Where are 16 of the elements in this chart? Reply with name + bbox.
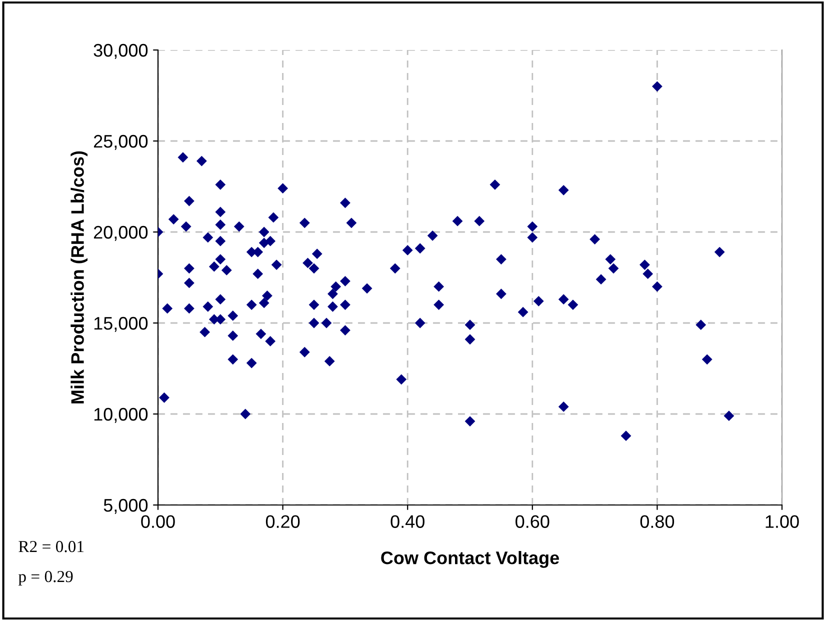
y-tick-label: 5,000	[104, 498, 148, 514]
y-tick-label: 30,000	[94, 44, 148, 59]
y-tick-label: 10,000	[94, 408, 148, 423]
x-tick-label: 1.00	[766, 515, 799, 528]
x-tick-label: 0.40	[390, 515, 424, 528]
y-axis-title: Milk Production (RHA Lb/cos)	[70, 151, 88, 404]
x-tick-label: 0.80	[640, 515, 674, 528]
y-tick-label: 25,000	[94, 134, 148, 150]
y-tick-label: 20,000	[94, 226, 148, 241]
y-tick-label: 15,000	[94, 316, 148, 332]
x-tick-label: 0.60	[516, 515, 550, 528]
x-axis-title: Cow Contact Voltage	[381, 551, 560, 568]
text: R2 = 0.01	[18, 540, 84, 552]
text: p = 0.29	[18, 570, 73, 586]
x-tick-label: 0.00	[141, 515, 175, 528]
x-tick-label: 0.20	[266, 515, 300, 528]
